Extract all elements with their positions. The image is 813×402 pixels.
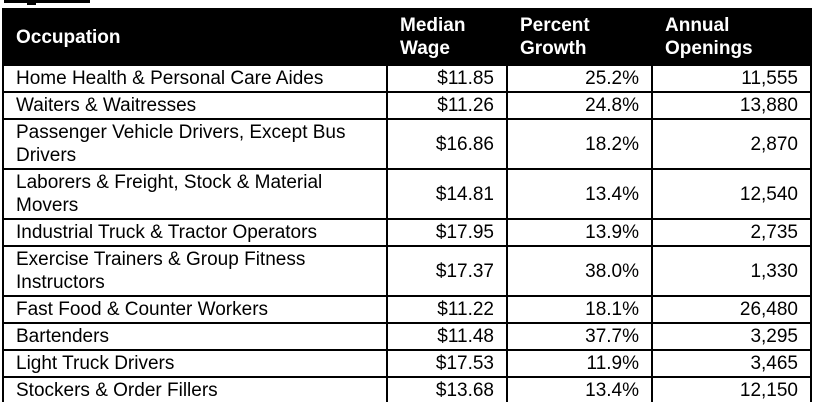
table-row: Light Truck Drivers $17.53 11.9% 3,465 — [2, 349, 812, 378]
cell-median-wage: $13.68 — [386, 376, 508, 402]
cell-occupation: Waiters & Waitresses — [2, 91, 388, 120]
cell-median-wage: $11.26 — [386, 91, 508, 120]
cell-median-wage: $11.48 — [386, 322, 508, 351]
cell-percent-growth: 11.9% — [506, 349, 653, 378]
table-row: Passenger Vehicle Drivers, Except Bus Dr… — [2, 118, 812, 170]
cell-median-wage: $11.22 — [386, 295, 508, 324]
table-row: Exercise Trainers & Group Fitness Instru… — [2, 245, 812, 297]
cell-annual-openings: 12,540 — [651, 168, 812, 220]
cell-annual-openings: 26,480 — [651, 295, 812, 324]
column-header-annual-openings: Annual Openings — [651, 8, 812, 66]
cell-annual-openings: 11,555 — [651, 64, 812, 93]
table-row: Waiters & Waitresses $11.26 24.8% 13,880 — [2, 91, 812, 120]
cell-median-wage: $14.81 — [386, 168, 508, 220]
cell-median-wage: $17.53 — [386, 349, 508, 378]
cell-percent-growth: 18.2% — [506, 118, 653, 170]
cell-annual-openings: 2,735 — [651, 218, 812, 247]
cell-percent-growth: 38.0% — [506, 245, 653, 297]
cell-occupation: Fast Food & Counter Workers — [2, 295, 388, 324]
cell-occupation: Industrial Truck & Tractor Operators — [2, 218, 388, 247]
table-row: Stockers & Order Fillers $13.68 13.4% 12… — [2, 376, 812, 402]
cell-percent-growth: 13.4% — [506, 168, 653, 220]
cropped-text-fragment-nub — [27, 0, 36, 5]
cell-median-wage: $17.37 — [386, 245, 508, 297]
occupations-table: Occupation Median Wage Percent Growth An… — [2, 8, 812, 402]
cell-occupation: Home Health & Personal Care Aides — [2, 64, 388, 93]
cell-annual-openings: 1,330 — [651, 245, 812, 297]
cell-annual-openings: 2,870 — [651, 118, 812, 170]
cell-occupation: Exercise Trainers & Group Fitness Instru… — [2, 245, 388, 297]
cell-occupation: Bartenders — [2, 322, 388, 351]
cell-percent-growth: 18.1% — [506, 295, 653, 324]
cell-annual-openings: 3,295 — [651, 322, 812, 351]
cell-percent-growth: 37.7% — [506, 322, 653, 351]
column-header-percent-growth: Percent Growth — [506, 8, 653, 66]
cell-percent-growth: 24.8% — [506, 91, 653, 120]
table-row: Home Health & Personal Care Aides $11.85… — [2, 64, 812, 93]
cell-annual-openings: 12,150 — [651, 376, 812, 402]
cell-percent-growth: 13.9% — [506, 218, 653, 247]
cell-median-wage: $16.86 — [386, 118, 508, 170]
cell-occupation: Light Truck Drivers — [2, 349, 388, 378]
cell-percent-growth: 13.4% — [506, 376, 653, 402]
table-row: Bartenders $11.48 37.7% 3,295 — [2, 322, 812, 351]
table-row: Industrial Truck & Tractor Operators $17… — [2, 218, 812, 247]
column-header-occupation: Occupation — [2, 8, 388, 66]
cell-occupation: Passenger Vehicle Drivers, Except Bus Dr… — [2, 118, 388, 170]
cell-occupation: Laborers & Freight, Stock & Material Mov… — [2, 168, 388, 220]
header-row: Occupation Median Wage Percent Growth An… — [2, 8, 812, 66]
cell-percent-growth: 25.2% — [506, 64, 653, 93]
table-row: Fast Food & Counter Workers $11.22 18.1%… — [2, 295, 812, 324]
cropped-text-fragment — [4, 0, 90, 3]
table-row: Laborers & Freight, Stock & Material Mov… — [2, 168, 812, 220]
cell-annual-openings: 13,880 — [651, 91, 812, 120]
column-header-median-wage: Median Wage — [386, 8, 508, 66]
cell-median-wage: $17.95 — [386, 218, 508, 247]
cell-annual-openings: 3,465 — [651, 349, 812, 378]
cell-median-wage: $11.85 — [386, 64, 508, 93]
cell-occupation: Stockers & Order Fillers — [2, 376, 388, 402]
